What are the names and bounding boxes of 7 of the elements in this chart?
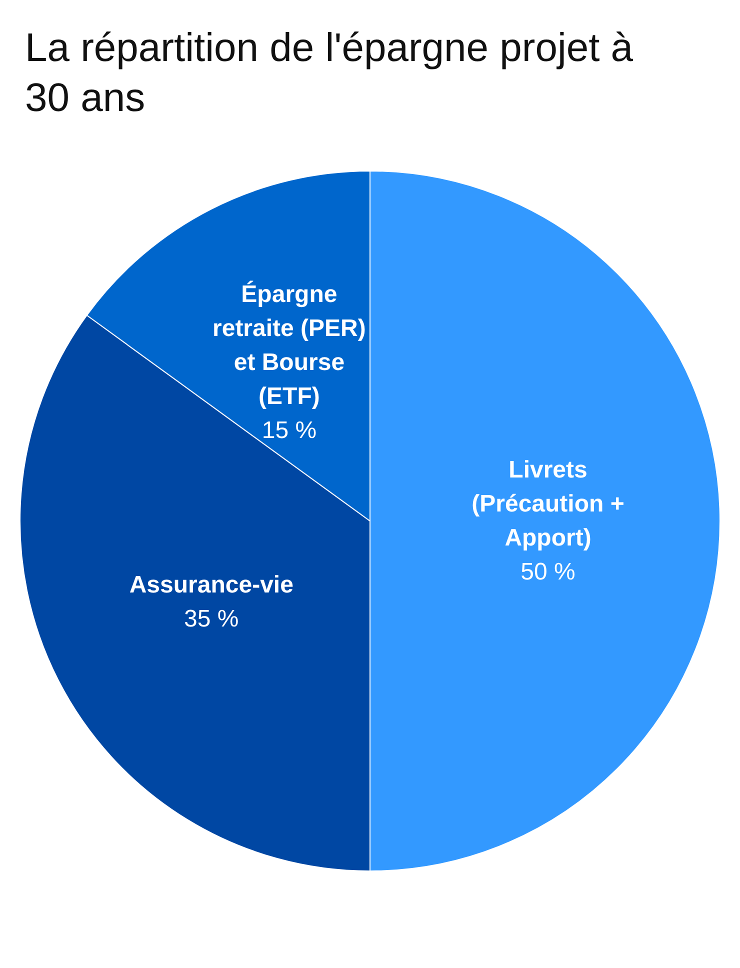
chart-title: La répartition de l'épargne projet à 30 ans bbox=[25, 26, 644, 120]
slice-label: Épargne retraite (PER) et Bourse (ETF) bbox=[212, 280, 366, 410]
data-label: 50 % bbox=[520, 558, 576, 586]
data-label: 15 % bbox=[262, 416, 317, 444]
slice-label: Livrets (Précaution + Apport) bbox=[472, 456, 624, 552]
data-label: 35 % bbox=[184, 605, 239, 632]
slice-label: Assurance-vie bbox=[129, 571, 294, 598]
